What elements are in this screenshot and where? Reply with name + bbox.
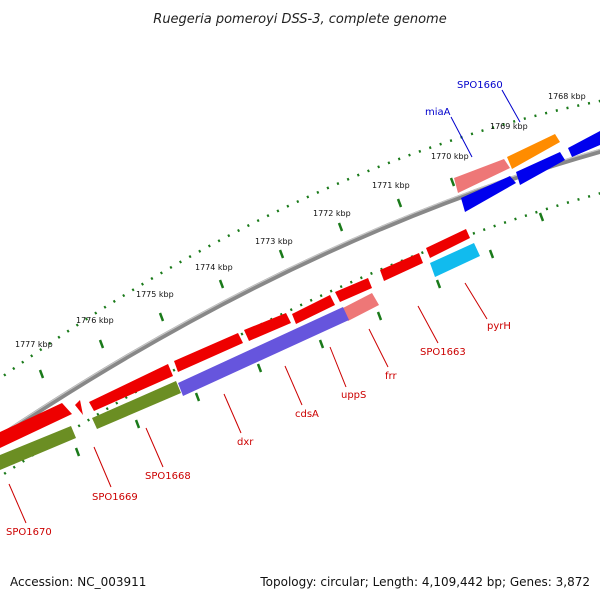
gene-pyrH	[430, 243, 480, 277]
accession-text: Accession: NC_003911	[10, 575, 146, 589]
label-miaA: miaA	[425, 107, 451, 118]
gene-small-red	[75, 400, 83, 415]
label-spo1660: SPO1660	[457, 80, 503, 91]
blue-label-leaders	[450, 89, 521, 158]
gene-spo1668	[92, 381, 181, 429]
tick-label-1774: 1774 kbp	[195, 263, 233, 272]
inner-major-ticks	[74, 212, 545, 457]
tick-label-1769: 1769 kbp	[490, 122, 528, 131]
tick-label-1768: 1768 kbp	[548, 92, 586, 101]
gene-outer-blue-3	[461, 176, 516, 212]
map-title: Ruegeria pomeroyi DSS-3, complete genome	[153, 12, 446, 27]
label-cdsA: cdsA	[295, 409, 319, 420]
label-dxr: dxr	[237, 437, 254, 448]
label-spo1670: SPO1670	[6, 527, 52, 538]
tick-label-1775: 1775 kbp	[136, 290, 174, 299]
gene-red-7	[380, 253, 423, 281]
outer-major-ticks	[38, 160, 507, 379]
label-spo1669: SPO1669	[92, 492, 138, 503]
gene-red-5	[292, 295, 335, 324]
gene-outer-blue-2	[516, 152, 565, 185]
genome-summary-text: Topology: circular; Length: 4,109,442 bp…	[259, 575, 590, 589]
tick-label-1773: 1773 kbp	[255, 237, 293, 246]
gene-red-2	[89, 364, 173, 411]
gene-spo1669	[0, 426, 76, 470]
label-frr: frr	[385, 371, 397, 382]
gene-spo1660	[507, 134, 560, 169]
tick-label-1771: 1771 kbp	[372, 181, 410, 190]
label-pyrH: pyrH	[487, 321, 511, 332]
backbone-highlight	[0, 148, 600, 436]
label-uppS: uppS	[341, 390, 366, 401]
red-label-leaders	[8, 282, 488, 524]
genome-backbone	[0, 148, 600, 440]
gene-spo1663-arrow	[426, 229, 470, 258]
tick-label-1770: 1770 kbp	[431, 152, 469, 161]
gene-spo1670	[0, 403, 72, 448]
tick-label-1777: 1777 kbp	[15, 340, 53, 349]
gene-miaA	[454, 159, 510, 193]
tick-label-1772: 1772 kbp	[313, 209, 351, 218]
label-spo1663: SPO1663	[420, 347, 466, 358]
tick-label-1776: 1776 kbp	[76, 316, 114, 325]
inner-feature-row	[89, 229, 470, 411]
gene-frr	[341, 293, 379, 321]
gene-right-blue-top	[568, 131, 600, 157]
gene-cdsA-dxr	[178, 307, 349, 396]
gene-red-6	[335, 278, 372, 302]
gene-red-4	[244, 313, 291, 341]
outer-feature-row	[0, 131, 600, 448]
lower-feature-row	[0, 243, 480, 470]
gene-red-3	[174, 333, 243, 372]
label-spo1668: SPO1668	[145, 471, 191, 482]
